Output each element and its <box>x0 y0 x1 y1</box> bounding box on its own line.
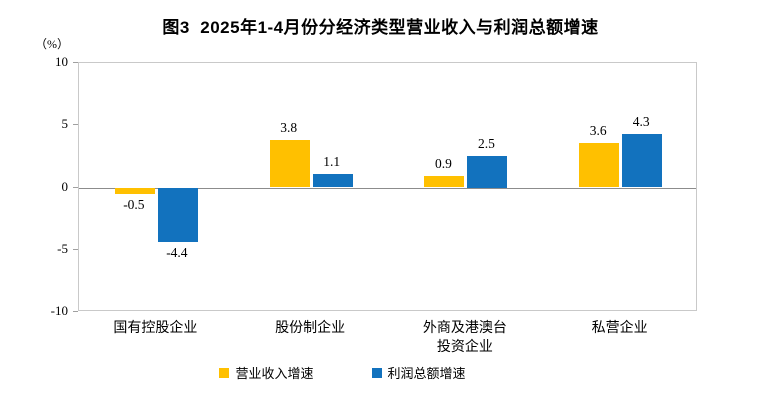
value-label-s0-c1: 3.8 <box>280 120 298 136</box>
profit-swatch-icon <box>371 367 382 378</box>
category-label-1: 股份制企业 <box>275 321 346 336</box>
bar-s0-c2 <box>424 176 465 188</box>
y-tick-mark-1 <box>73 124 78 126</box>
legend-item-revenue: 营业收入增速 <box>219 363 314 382</box>
value-label-s1-c1: 1.1 <box>323 153 341 169</box>
zero-axis-line <box>79 188 696 189</box>
value-label-s1-c2: 2.5 <box>477 136 495 152</box>
plot-area <box>78 62 697 311</box>
chart-title: 图3 2025年1-4月份分经济类型营业收入与利润总额增速 <box>162 18 599 37</box>
category-label-3: 私营企业 <box>591 321 648 336</box>
y-tick-mark-3 <box>73 248 78 250</box>
bar-s1-c2 <box>467 156 508 188</box>
value-label-s1-c0: -4.4 <box>166 245 188 261</box>
category-label-0: 国有控股企业 <box>113 321 198 336</box>
legend: 营业收入增速 利润总额增速 <box>0 363 723 382</box>
y-tick-label-2: 0 <box>61 178 69 194</box>
revenue-swatch-icon <box>219 367 230 378</box>
legend-label-profit: 利润总额增速 <box>387 366 466 381</box>
y-tick-mark-2 <box>73 186 78 188</box>
bar-s0-c3 <box>579 142 620 188</box>
bar-s0-c1 <box>269 140 310 188</box>
y-tick-label-3: -5 <box>57 240 68 256</box>
value-label-s0-c3: 3.6 <box>589 122 607 138</box>
category-label-2: 外商及港澳台 投资企业 <box>422 321 507 355</box>
bar-s1-c0 <box>157 187 198 243</box>
bar-s1-c1 <box>312 173 353 188</box>
y-tick-label-0: 10 <box>55 54 68 69</box>
value-label-s0-c0: -0.5 <box>123 196 145 212</box>
y-tick-mark-4 <box>73 311 78 312</box>
y-tick-mark-0 <box>73 62 78 63</box>
value-label-s0-c2: 0.9 <box>434 156 452 172</box>
bar-s1-c3 <box>622 133 663 188</box>
value-label-s1-c3: 4.3 <box>632 113 650 129</box>
y-tick-label-4: -10 <box>50 303 68 318</box>
y-axis-unit-label: （%） <box>35 37 69 51</box>
legend-label-revenue: 营业收入增速 <box>235 366 314 381</box>
y-tick-label-1: 5 <box>61 116 69 132</box>
bar-s0-c0 <box>114 187 155 194</box>
legend-item-profit: 利润总额增速 <box>371 363 466 382</box>
